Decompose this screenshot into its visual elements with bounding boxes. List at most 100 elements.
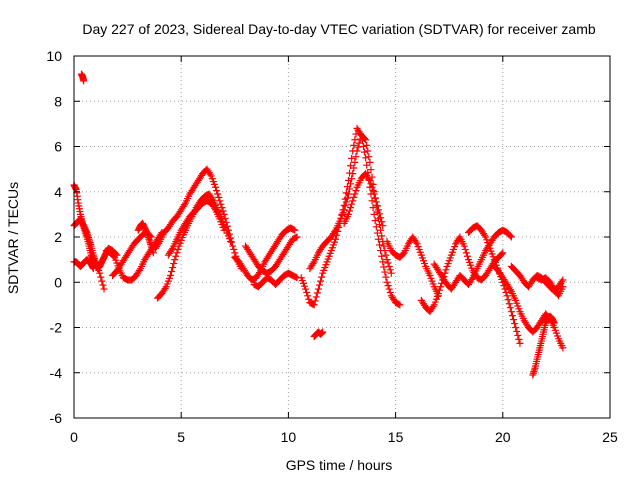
data-point	[384, 259, 392, 267]
data-point	[437, 283, 445, 291]
data-point	[317, 277, 325, 285]
data-point	[351, 158, 359, 166]
data-point	[170, 260, 178, 268]
data-point	[442, 266, 450, 274]
data-point	[461, 245, 469, 253]
data-point	[377, 214, 385, 222]
data-point	[362, 154, 370, 162]
data-point	[385, 262, 393, 270]
x-axis-label: GPS time / hours	[286, 457, 393, 473]
data-point	[212, 183, 220, 191]
data-point	[341, 202, 349, 210]
data-point	[506, 304, 514, 312]
axis-ticks: 0 5 10 15 20 25 -6 -4 -2 0 2 4 6 8 10	[46, 48, 618, 445]
data-point	[342, 198, 350, 206]
data-point	[515, 335, 523, 343]
data-point	[550, 319, 558, 327]
data-point	[309, 260, 317, 268]
data-point	[315, 281, 323, 289]
data-point	[206, 170, 214, 178]
data-point	[180, 201, 188, 209]
data-point	[355, 139, 363, 147]
data-point	[314, 285, 322, 293]
data-point	[506, 286, 514, 294]
data-point	[377, 226, 385, 234]
data-point	[303, 288, 311, 296]
data-point	[350, 164, 358, 172]
data-point	[365, 175, 373, 183]
x-tick-label: 0	[70, 429, 78, 445]
data-point	[220, 226, 228, 234]
chart-title: Day 227 of 2023, Sidereal Day-to-day VTE…	[82, 21, 595, 37]
data-point	[374, 206, 382, 214]
data-point	[340, 206, 348, 214]
data-point	[559, 344, 567, 352]
data-point	[385, 285, 393, 293]
series-arc-r	[383, 233, 442, 300]
data-point	[498, 250, 506, 258]
data-point	[502, 288, 510, 296]
y-axis-label: SDTVAR / TECUs	[5, 182, 21, 294]
data-point	[217, 200, 225, 208]
data-points	[70, 70, 567, 379]
data-point	[367, 180, 375, 188]
data-point	[481, 231, 489, 239]
data-point	[350, 141, 358, 149]
data-point	[513, 327, 521, 335]
data-point	[505, 300, 513, 308]
data-point	[352, 153, 360, 161]
series-arc-j	[164, 197, 228, 259]
data-point	[173, 249, 181, 257]
data-point	[166, 271, 174, 279]
series-arc-q	[340, 170, 387, 230]
data-point	[371, 194, 379, 202]
data-point	[214, 190, 222, 198]
x-tick-label: 20	[495, 429, 511, 445]
data-point	[381, 247, 389, 255]
x-tick-label: 15	[388, 429, 404, 445]
data-point	[302, 285, 310, 293]
data-point	[348, 154, 356, 162]
data-point	[347, 180, 355, 188]
series-arc-t	[430, 226, 515, 293]
data-point	[386, 266, 394, 274]
y-tick-label: 10	[46, 48, 62, 64]
data-point	[110, 252, 118, 260]
data-point	[508, 312, 516, 320]
data-point	[434, 290, 442, 298]
data-point	[149, 249, 157, 257]
series-arc-l	[242, 233, 301, 277]
y-tick-label: 8	[54, 93, 62, 109]
data-point	[559, 283, 567, 291]
data-point	[378, 218, 386, 226]
data-point	[499, 249, 507, 257]
series-arc-g	[134, 219, 157, 257]
data-point	[348, 200, 356, 208]
data-point	[230, 245, 238, 253]
data-point	[312, 293, 320, 301]
series-arc-k	[231, 224, 299, 284]
data-point	[362, 136, 370, 144]
data-point	[100, 285, 108, 293]
y-tick-label: -4	[50, 365, 63, 381]
data-point	[383, 256, 391, 264]
data-point	[364, 147, 372, 155]
y-tick-label: -6	[50, 410, 63, 426]
data-point	[376, 241, 384, 249]
data-point	[89, 265, 97, 273]
data-point	[382, 251, 390, 259]
x-tick-label: 5	[177, 429, 185, 445]
x-tick-label: 10	[281, 429, 297, 445]
data-point	[462, 249, 470, 257]
data-point	[460, 242, 468, 250]
data-point	[379, 258, 387, 266]
y-tick-label: 6	[54, 139, 62, 155]
data-point	[171, 256, 179, 264]
data-point	[396, 301, 404, 309]
data-point	[367, 166, 375, 174]
data-point	[319, 328, 327, 336]
data-point	[507, 308, 515, 316]
data-point	[346, 207, 354, 215]
data-point	[514, 331, 522, 339]
